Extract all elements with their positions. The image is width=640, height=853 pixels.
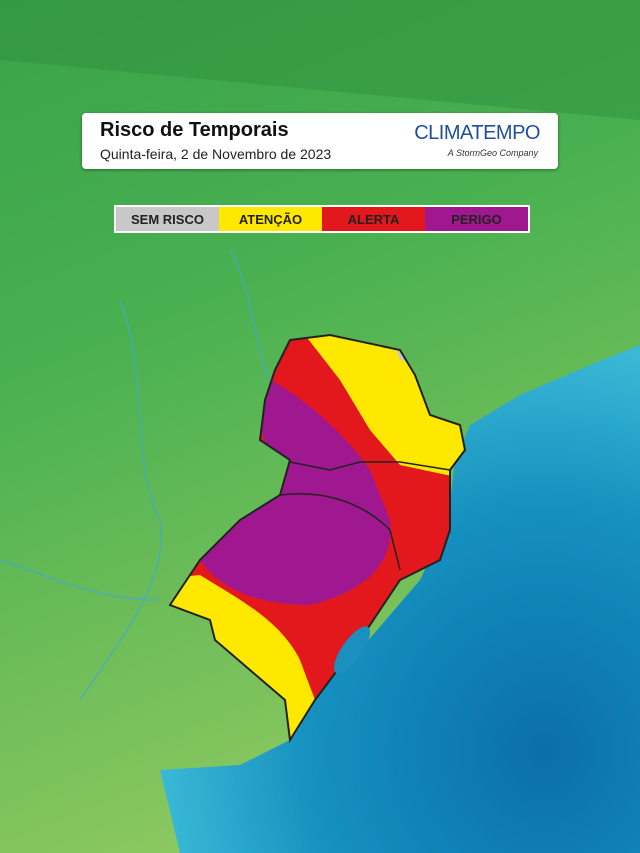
ocean bbox=[160, 345, 640, 853]
header: Risco de Temporais Quinta-feira, 2 de No… bbox=[82, 113, 558, 169]
tagline: A StormGeo Company bbox=[447, 148, 538, 158]
legend-item: PERIGO bbox=[425, 207, 528, 231]
lagoon bbox=[333, 626, 371, 674]
legend-item: SEM RISCO bbox=[116, 207, 219, 231]
highlands bbox=[0, 0, 640, 120]
legend: SEM RISCO ATENÇÃO ALERTA PERIGO bbox=[114, 205, 530, 233]
subtitle: Quinta-feira, 2 de Novembro de 2023 bbox=[100, 146, 332, 162]
brand: CLIMATEMPO bbox=[414, 122, 540, 144]
title: Risco de Temporais bbox=[100, 119, 289, 141]
legend-item: ATENÇÃO bbox=[219, 207, 322, 231]
legend-item: ALERTA bbox=[322, 207, 425, 231]
zone-perigo bbox=[200, 370, 391, 605]
state-borders bbox=[279, 461, 451, 571]
